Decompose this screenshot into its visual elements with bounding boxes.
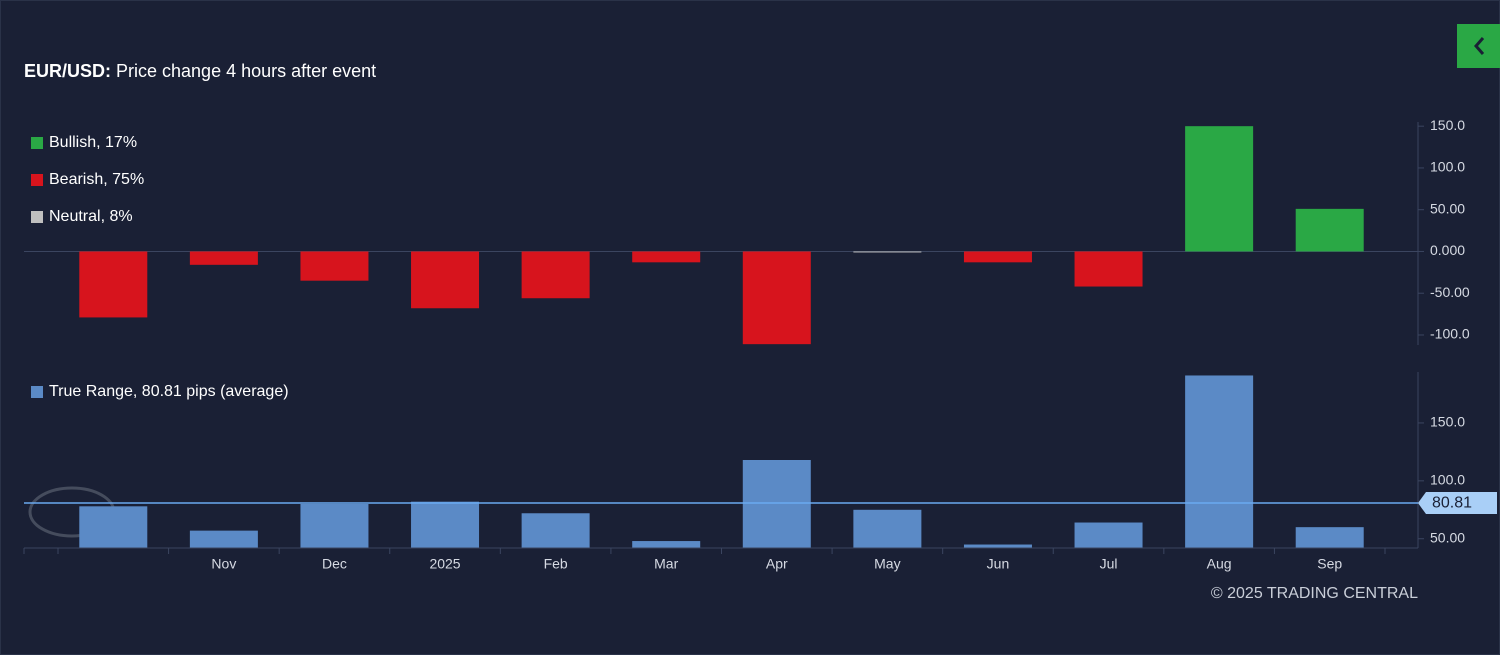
average-label: 80.81 [1432,494,1472,511]
x-tick-label: Sep [1317,556,1342,572]
bar [742,251,811,345]
legend-label: Bearish, 75% [49,171,144,188]
x-tick-label: Nov [211,556,236,572]
x-tick-label: Feb [544,556,568,572]
x-tick-label: Aug [1207,556,1232,572]
bar [1074,251,1143,287]
y-tick-label: -50.00 [1430,284,1470,300]
bar [300,251,369,281]
bar [1185,126,1254,252]
x-tick-label: Jun [987,556,1010,572]
legend-label: True Range, 80.81 pips (average) [49,383,289,400]
bar [1295,208,1364,252]
bar [1295,527,1364,548]
bar [963,544,1032,548]
legend-label: Bullish, 17% [49,134,137,151]
copyright: © 2025 TRADING CENTRAL [1211,585,1418,602]
legend-swatch [31,386,43,398]
bar [521,251,590,299]
collapse-button[interactable] [1457,24,1500,68]
average-flag [1418,492,1497,515]
bar [300,504,369,548]
x-tick-label: 2025 [429,556,460,572]
y-tick-label: 100.0 [1430,472,1465,488]
chevron[interactable] [1474,37,1485,55]
y-tick-label: 0.000 [1430,242,1465,258]
legend-swatch [31,137,43,149]
bar [189,251,258,265]
button-bg[interactable] [1457,24,1500,68]
bar [189,530,258,548]
bar [411,251,480,309]
bar [1074,522,1143,548]
bar [632,541,701,548]
legend-swatch [31,211,43,223]
y-tick-label: 150.0 [1430,414,1465,430]
legend-label: Neutral, 8% [49,208,133,225]
x-tick-label: Dec [322,556,347,572]
bar [1185,375,1254,548]
y-tick-label: -100.0 [1430,326,1470,342]
bar [521,513,590,548]
bar [963,251,1032,263]
x-tick-label: Jul [1100,556,1118,572]
y-tick-label: 150.0 [1430,117,1465,133]
chart-title: EUR/USD: Price change 4 hours after event [24,61,376,81]
y-tick-label: 100.0 [1430,159,1465,175]
bar [853,251,922,253]
subtitle: Price change 4 hours after event [116,61,376,81]
bar [742,460,811,548]
bar [632,251,701,263]
title: EUR/USD: [24,61,111,81]
x-tick-label: Mar [654,556,678,572]
x-tick-label: May [874,556,900,572]
legend-swatch [31,174,43,186]
y-tick-label: 50.00 [1430,200,1465,216]
bar [79,251,148,318]
x-tick-label: Apr [766,556,788,572]
bar [79,506,148,548]
y-tick-label: 50.00 [1430,529,1465,545]
bar [853,509,922,548]
bar [411,501,480,548]
